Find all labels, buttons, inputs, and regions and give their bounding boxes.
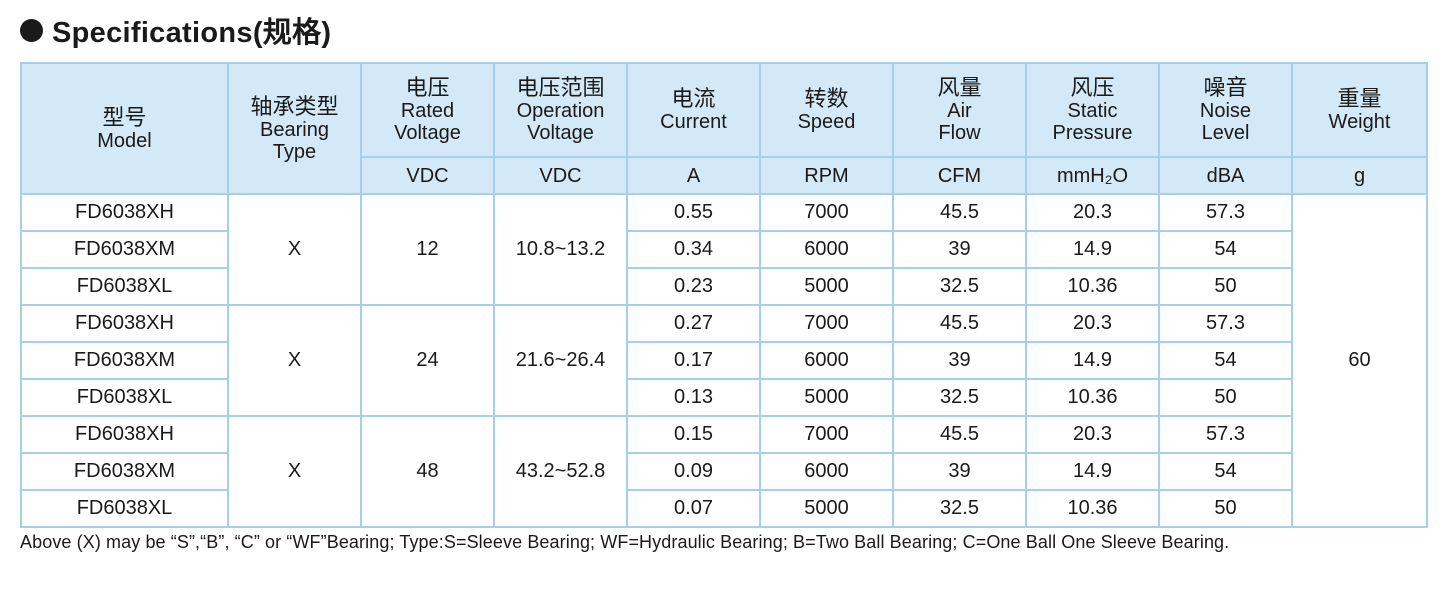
operation-voltage-cell: 43.2~52.8 [493, 415, 628, 528]
table-row: FD6038XH X 48 43.2~52.8 0.15 7000 45.5 20.3 57.3 [20, 415, 1427, 528]
header-speed: 转数 Speed [759, 62, 894, 158]
weight-cell: 60 [1291, 193, 1428, 528]
air-flow-cell: 45.5 [892, 193, 1027, 232]
current-cell: 0.27 [626, 304, 761, 343]
header-operation-voltage: 电压范围 Operation Voltage [493, 62, 628, 158]
air-flow-cell: 39 [892, 341, 1027, 380]
section-title: Specifications(规格) [20, 10, 331, 50]
bullet-icon [20, 18, 43, 42]
unit-weight: g [1291, 156, 1428, 195]
speed-cell: 5000 [759, 267, 894, 306]
model-cell: FD6038XH [20, 193, 229, 232]
table-row: FD6038XH X 12 10.8~13.2 0.55 7000 45.5 20.3 57.3… [20, 193, 1428, 528]
current-cell: 0.17 [626, 341, 761, 380]
header-rated-voltage: 电压 Rated Voltage [360, 62, 495, 158]
unit-current: A [626, 156, 761, 195]
current-cell: 0.07 [626, 489, 761, 528]
table-row: FD6038XM 0.17 6000 39 14.9 54 [20, 341, 1427, 380]
unit-speed: RPM [759, 156, 894, 195]
noise-cell: 57.3 [1158, 415, 1293, 454]
static-pressure-cell: 14.9 [1025, 341, 1160, 380]
header-bearing-type: 轴承类型 Bearing Type [227, 62, 362, 195]
bearing-cell: X [227, 193, 362, 306]
model-cell: FD6038XM [20, 341, 229, 380]
title-text: Specifications(规格) [52, 17, 332, 49]
current-cell: 0.55 [626, 193, 761, 232]
model-cell: FD6038XM [20, 230, 229, 269]
air-flow-cell: 45.5 [892, 415, 1027, 454]
static-pressure-cell: 10.36 [1025, 489, 1160, 528]
noise-cell: 54 [1158, 230, 1293, 269]
static-pressure-cell: 10.36 [1025, 267, 1160, 306]
model-cell: FD6038XH [20, 415, 229, 454]
speed-cell: 7000 [759, 304, 894, 343]
operation-voltage-cell: 21.6~26.4 [493, 304, 628, 417]
air-flow-cell: 39 [892, 452, 1027, 491]
rated-voltage-cell: 24 [360, 304, 495, 417]
noise-cell: 54 [1158, 452, 1293, 491]
header-air-flow: 风量 Air Flow [892, 62, 1027, 158]
current-cell: 0.23 [626, 267, 761, 306]
bearing-cell: X [227, 415, 362, 528]
table-row: FD6038XM 0.09 6000 39 14.9 54 [20, 452, 1427, 491]
unit-operation-voltage: VDC [493, 156, 628, 195]
static-pressure-cell: 14.9 [1025, 230, 1160, 269]
rated-voltage-cell: 48 [360, 415, 495, 528]
noise-cell: 54 [1158, 341, 1293, 380]
model-cell: FD6038XH [20, 304, 229, 343]
table-row: FD6038XM 0.34 6000 39 14.9 54 [20, 230, 1427, 269]
air-flow-cell: 45.5 [892, 304, 1027, 343]
noise-cell: 57.3 [1158, 304, 1293, 343]
specifications-table: 型号 Model 轴承类型 Bearing Type 电压 Rated Volt… [20, 62, 1428, 528]
unit-air-flow: CFM [892, 156, 1027, 195]
speed-cell: 7000 [759, 193, 894, 232]
speed-cell: 5000 [759, 489, 894, 528]
model-cell: FD6038XM [20, 452, 229, 491]
header-weight: 重量 Weight [1291, 62, 1428, 158]
air-flow-cell: 32.5 [892, 267, 1027, 306]
model-cell: FD6038XL [20, 489, 229, 528]
unit-static-pressure: mmH₂O [1025, 156, 1160, 195]
static-pressure-cell: 20.3 [1025, 304, 1160, 343]
header-static-pressure: 风压 Static Pressure [1025, 62, 1160, 158]
air-flow-cell: 32.5 [892, 378, 1027, 417]
static-pressure-cell: 20.3 [1025, 193, 1160, 232]
table-row: FD6038XL 0.23 5000 32.5 10.36 50 [20, 267, 1427, 306]
speed-cell: 6000 [759, 341, 894, 380]
bearing-cell: X [227, 304, 362, 417]
table-row: FD6038XL 0.07 5000 32.5 10.36 50 [20, 489, 1427, 528]
operation-voltage-cell: 10.8~13.2 [493, 193, 628, 306]
current-cell: 0.09 [626, 452, 761, 491]
air-flow-cell: 39 [892, 230, 1027, 269]
noise-cell: 57.3 [1158, 193, 1293, 232]
static-pressure-cell: 10.36 [1025, 378, 1160, 417]
model-cell: FD6038XL [20, 267, 229, 306]
rated-voltage-cell: 12 [360, 193, 495, 306]
footnote: Above (X) may be “S”,“B”, “C” or “WF”Bea… [20, 532, 1230, 552]
header-model: 型号 Model [20, 62, 229, 195]
speed-cell: 6000 [759, 230, 894, 269]
current-cell: 0.15 [626, 415, 761, 454]
table-row: FD6038XL 0.13 5000 32.5 10.36 50 [20, 378, 1427, 417]
noise-cell: 50 [1158, 267, 1293, 306]
speed-cell: 7000 [759, 415, 894, 454]
model-cell: FD6038XL [20, 378, 229, 417]
header-current: 电流 Current [626, 62, 761, 158]
table-row: FD6038XH X 24 21.6~26.4 0.27 7000 45.5 20.3 57.3 [20, 304, 1427, 417]
unit-rated-voltage: VDC [360, 156, 495, 195]
air-flow-cell: 32.5 [892, 489, 1027, 528]
current-cell: 0.34 [626, 230, 761, 269]
static-pressure-cell: 20.3 [1025, 415, 1160, 454]
current-cell: 0.13 [626, 378, 761, 417]
header-noise-level: 噪音 Noise Level [1158, 62, 1293, 158]
static-pressure-cell: 14.9 [1025, 452, 1160, 491]
speed-cell: 6000 [759, 452, 894, 491]
noise-cell: 50 [1158, 489, 1293, 528]
unit-noise: dBA [1158, 156, 1293, 195]
noise-cell: 50 [1158, 378, 1293, 417]
table-body: FD6038XH X 12 10.8~13.2 0.55 7000 45.5 20.3 57.3… [20, 193, 1428, 528]
speed-cell: 5000 [759, 378, 894, 417]
